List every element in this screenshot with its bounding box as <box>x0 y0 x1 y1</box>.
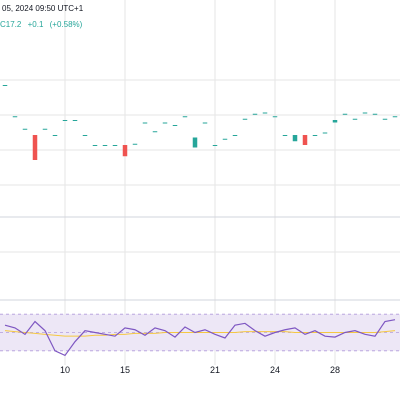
candle-27 <box>272 116 278 118</box>
x-tick-label-0: 10 <box>60 365 70 375</box>
candle-8 <box>82 135 88 136</box>
candle-38 <box>382 118 388 120</box>
candle-6 <box>62 120 68 121</box>
candle-17 <box>172 125 178 126</box>
candle-3 <box>32 135 38 160</box>
candle-25 <box>252 113 258 115</box>
header-datetime: 05, 2024 09:50 UTC+1 <box>2 4 84 13</box>
candle-34 <box>342 113 348 115</box>
candle-28 <box>282 135 288 136</box>
candle-12 <box>122 145 128 157</box>
x-tick-label-2: 21 <box>210 365 220 375</box>
header-last: C17.2 <box>0 20 22 29</box>
candle-33 <box>332 120 338 123</box>
candle-11 <box>112 145 118 146</box>
candle-9 <box>92 145 98 146</box>
candle-21 <box>212 145 218 146</box>
candle-32 <box>322 132 328 134</box>
candle-7 <box>72 120 78 121</box>
x-tick-label-3: 24 <box>270 365 280 375</box>
candle-0 <box>2 85 8 86</box>
x-tick-label-1: 15 <box>120 365 130 375</box>
candle-1 <box>12 116 18 118</box>
candle-29 <box>292 135 298 142</box>
candle-37 <box>372 113 378 115</box>
candle-19 <box>192 137 198 148</box>
header-change: +0.1 <box>27 20 44 29</box>
candle-36 <box>362 112 368 114</box>
candle-30 <box>302 135 308 145</box>
candle-39 <box>392 116 398 118</box>
candle-22 <box>222 138 228 140</box>
header-quote: C17.2 +0.1 (+0.58%) <box>0 20 86 29</box>
candle-31 <box>312 135 318 136</box>
x-tick-label-4: 28 <box>330 365 340 375</box>
candle-16 <box>162 122 168 124</box>
header-change-pct: (+0.58%) <box>49 20 83 29</box>
candle-13 <box>132 143 138 145</box>
rsi-line <box>4 319 396 357</box>
candle-18 <box>182 116 188 118</box>
candle-35 <box>352 118 358 120</box>
rsi-ma-line <box>4 330 396 337</box>
candle-14 <box>142 122 148 124</box>
candle-15 <box>152 131 158 133</box>
candle-23 <box>232 135 238 136</box>
candle-4 <box>42 128 48 130</box>
candle-26 <box>262 112 268 114</box>
candle-5 <box>52 135 58 136</box>
candle-2 <box>22 128 28 130</box>
candle-20 <box>202 122 208 124</box>
candle-10 <box>102 145 108 146</box>
candle-24 <box>242 118 248 120</box>
